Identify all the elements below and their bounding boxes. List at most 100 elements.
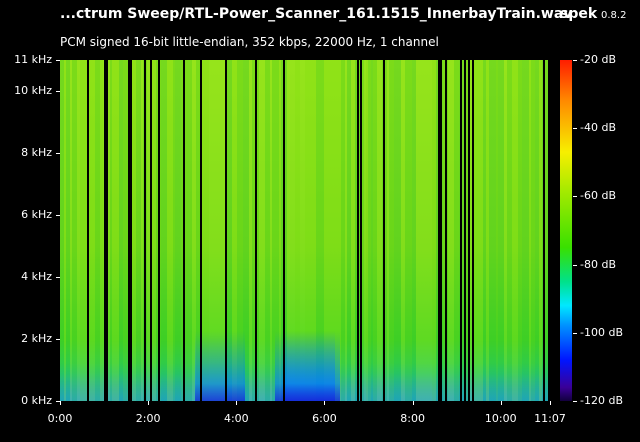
time-tick-label: 10:00 bbox=[484, 412, 517, 425]
frequency-tick-mark bbox=[56, 91, 60, 92]
silence-gap-line bbox=[104, 60, 107, 401]
frequency-tick-label: 2 kHz bbox=[21, 332, 52, 345]
frequency-tick-label: 6 kHz bbox=[21, 208, 52, 221]
spectrum-column bbox=[279, 60, 281, 401]
frequency-tick-mark bbox=[56, 215, 60, 216]
silence-gap-line bbox=[144, 60, 147, 401]
spectrogram-plot bbox=[60, 60, 550, 401]
spectrum-column bbox=[252, 60, 254, 401]
silence-gap-line bbox=[360, 60, 363, 401]
spectrum-column bbox=[66, 60, 70, 401]
decibel-tick-mark bbox=[573, 264, 577, 266]
silence-gap-line bbox=[183, 60, 186, 401]
decibel-tick-mark bbox=[573, 332, 577, 334]
spectrum-column bbox=[295, 60, 298, 401]
spectrum-column bbox=[123, 60, 129, 401]
spectrum-column bbox=[259, 60, 261, 401]
spectrum-column bbox=[330, 60, 332, 401]
silence-gap-line bbox=[225, 60, 228, 401]
silence-gap-line bbox=[383, 60, 386, 401]
spectrum-column bbox=[498, 60, 501, 401]
time-tick-mark bbox=[412, 401, 414, 405]
low-frequency-blue-patch bbox=[285, 331, 340, 401]
spectrum-column bbox=[203, 60, 209, 401]
audio-format-info: PCM signed 16-bit little-endian, 352 kbp… bbox=[60, 35, 439, 49]
spectrum-column bbox=[459, 60, 466, 401]
spectrum-column bbox=[110, 60, 112, 401]
silence-gap-line bbox=[460, 60, 463, 401]
spectrum-column bbox=[70, 60, 72, 401]
spectrum-column bbox=[112, 60, 119, 401]
spectrum-column bbox=[316, 60, 319, 401]
spectrum-column bbox=[368, 60, 371, 401]
spectrum-column bbox=[373, 60, 377, 401]
spectrum-column bbox=[196, 60, 200, 401]
spectrum-column bbox=[152, 60, 156, 401]
spectrum-column bbox=[167, 60, 169, 401]
frequency-tick-label: 8 kHz bbox=[21, 146, 52, 159]
spectrum-column bbox=[136, 60, 141, 401]
spectrum-column bbox=[337, 60, 341, 401]
frequency-tick-label: 11 kHz bbox=[14, 53, 52, 66]
spectrum-column bbox=[539, 60, 542, 401]
spectrum-column bbox=[544, 60, 548, 401]
spectrum-column bbox=[432, 60, 436, 401]
time-tick-mark bbox=[324, 401, 326, 405]
spectrum-column bbox=[401, 60, 405, 401]
spectrum-column bbox=[60, 60, 64, 401]
spectrum-column bbox=[332, 60, 337, 401]
spectrum-column bbox=[261, 60, 265, 401]
spectrum-column bbox=[486, 60, 489, 401]
spectrum-column bbox=[173, 60, 175, 401]
spectrum-column bbox=[95, 60, 100, 401]
frequency-tick-mark bbox=[56, 339, 60, 340]
silence-gap-line bbox=[547, 60, 550, 401]
spectrum-column bbox=[321, 60, 324, 401]
silence-gap-line bbox=[444, 60, 447, 401]
frequency-tick-mark bbox=[56, 401, 60, 402]
spectrum-column bbox=[387, 60, 389, 401]
spectrum-column bbox=[389, 60, 394, 401]
spectrum-column bbox=[243, 60, 249, 401]
silence-gap-line bbox=[472, 60, 475, 401]
spectrum-column bbox=[448, 60, 454, 401]
decibel-tick-label: -60 dB bbox=[580, 189, 616, 203]
silence-gap-line bbox=[356, 60, 359, 401]
silence-gap-line bbox=[129, 60, 132, 401]
spectrum-column bbox=[272, 60, 279, 401]
spectrum-column bbox=[188, 60, 192, 401]
silence-gap-line bbox=[439, 60, 442, 401]
decibel-tick-mark bbox=[573, 196, 577, 198]
decibel-tick-mark bbox=[573, 401, 577, 402]
spectrum-column bbox=[209, 60, 212, 401]
time-tick-mark bbox=[550, 401, 551, 405]
spectrum-column bbox=[518, 60, 522, 401]
spectrum-column bbox=[212, 60, 219, 401]
spectrum-column bbox=[364, 60, 366, 401]
spectrum-column bbox=[300, 60, 305, 401]
time-tick-label: 8:00 bbox=[400, 412, 425, 425]
spectrum-column bbox=[240, 60, 243, 401]
spectrum-column bbox=[319, 60, 321, 401]
spectrum-column bbox=[507, 60, 512, 401]
spectrum-column bbox=[80, 60, 85, 401]
spectrum-column bbox=[361, 60, 364, 401]
decibel-colorbar bbox=[560, 60, 572, 401]
spectrum-column bbox=[85, 60, 89, 401]
silence-gap-line bbox=[437, 60, 440, 401]
spectrum-column bbox=[64, 60, 66, 401]
spectrum-column bbox=[477, 60, 483, 401]
spectrum-column bbox=[237, 60, 240, 401]
spectrum-column bbox=[535, 60, 539, 401]
spectrum-column bbox=[412, 60, 416, 401]
spectrum-column bbox=[147, 60, 149, 401]
spectrum-column bbox=[512, 60, 518, 401]
spectrum-column bbox=[341, 60, 345, 401]
time-tick-mark bbox=[60, 401, 61, 405]
spectrum-column bbox=[169, 60, 173, 401]
decibel-tick-label: -80 dB bbox=[580, 257, 616, 271]
spectrum-column bbox=[531, 60, 535, 401]
spectrum-column bbox=[324, 60, 330, 401]
spectrum-column bbox=[141, 60, 143, 401]
spectrum-column bbox=[366, 60, 368, 401]
